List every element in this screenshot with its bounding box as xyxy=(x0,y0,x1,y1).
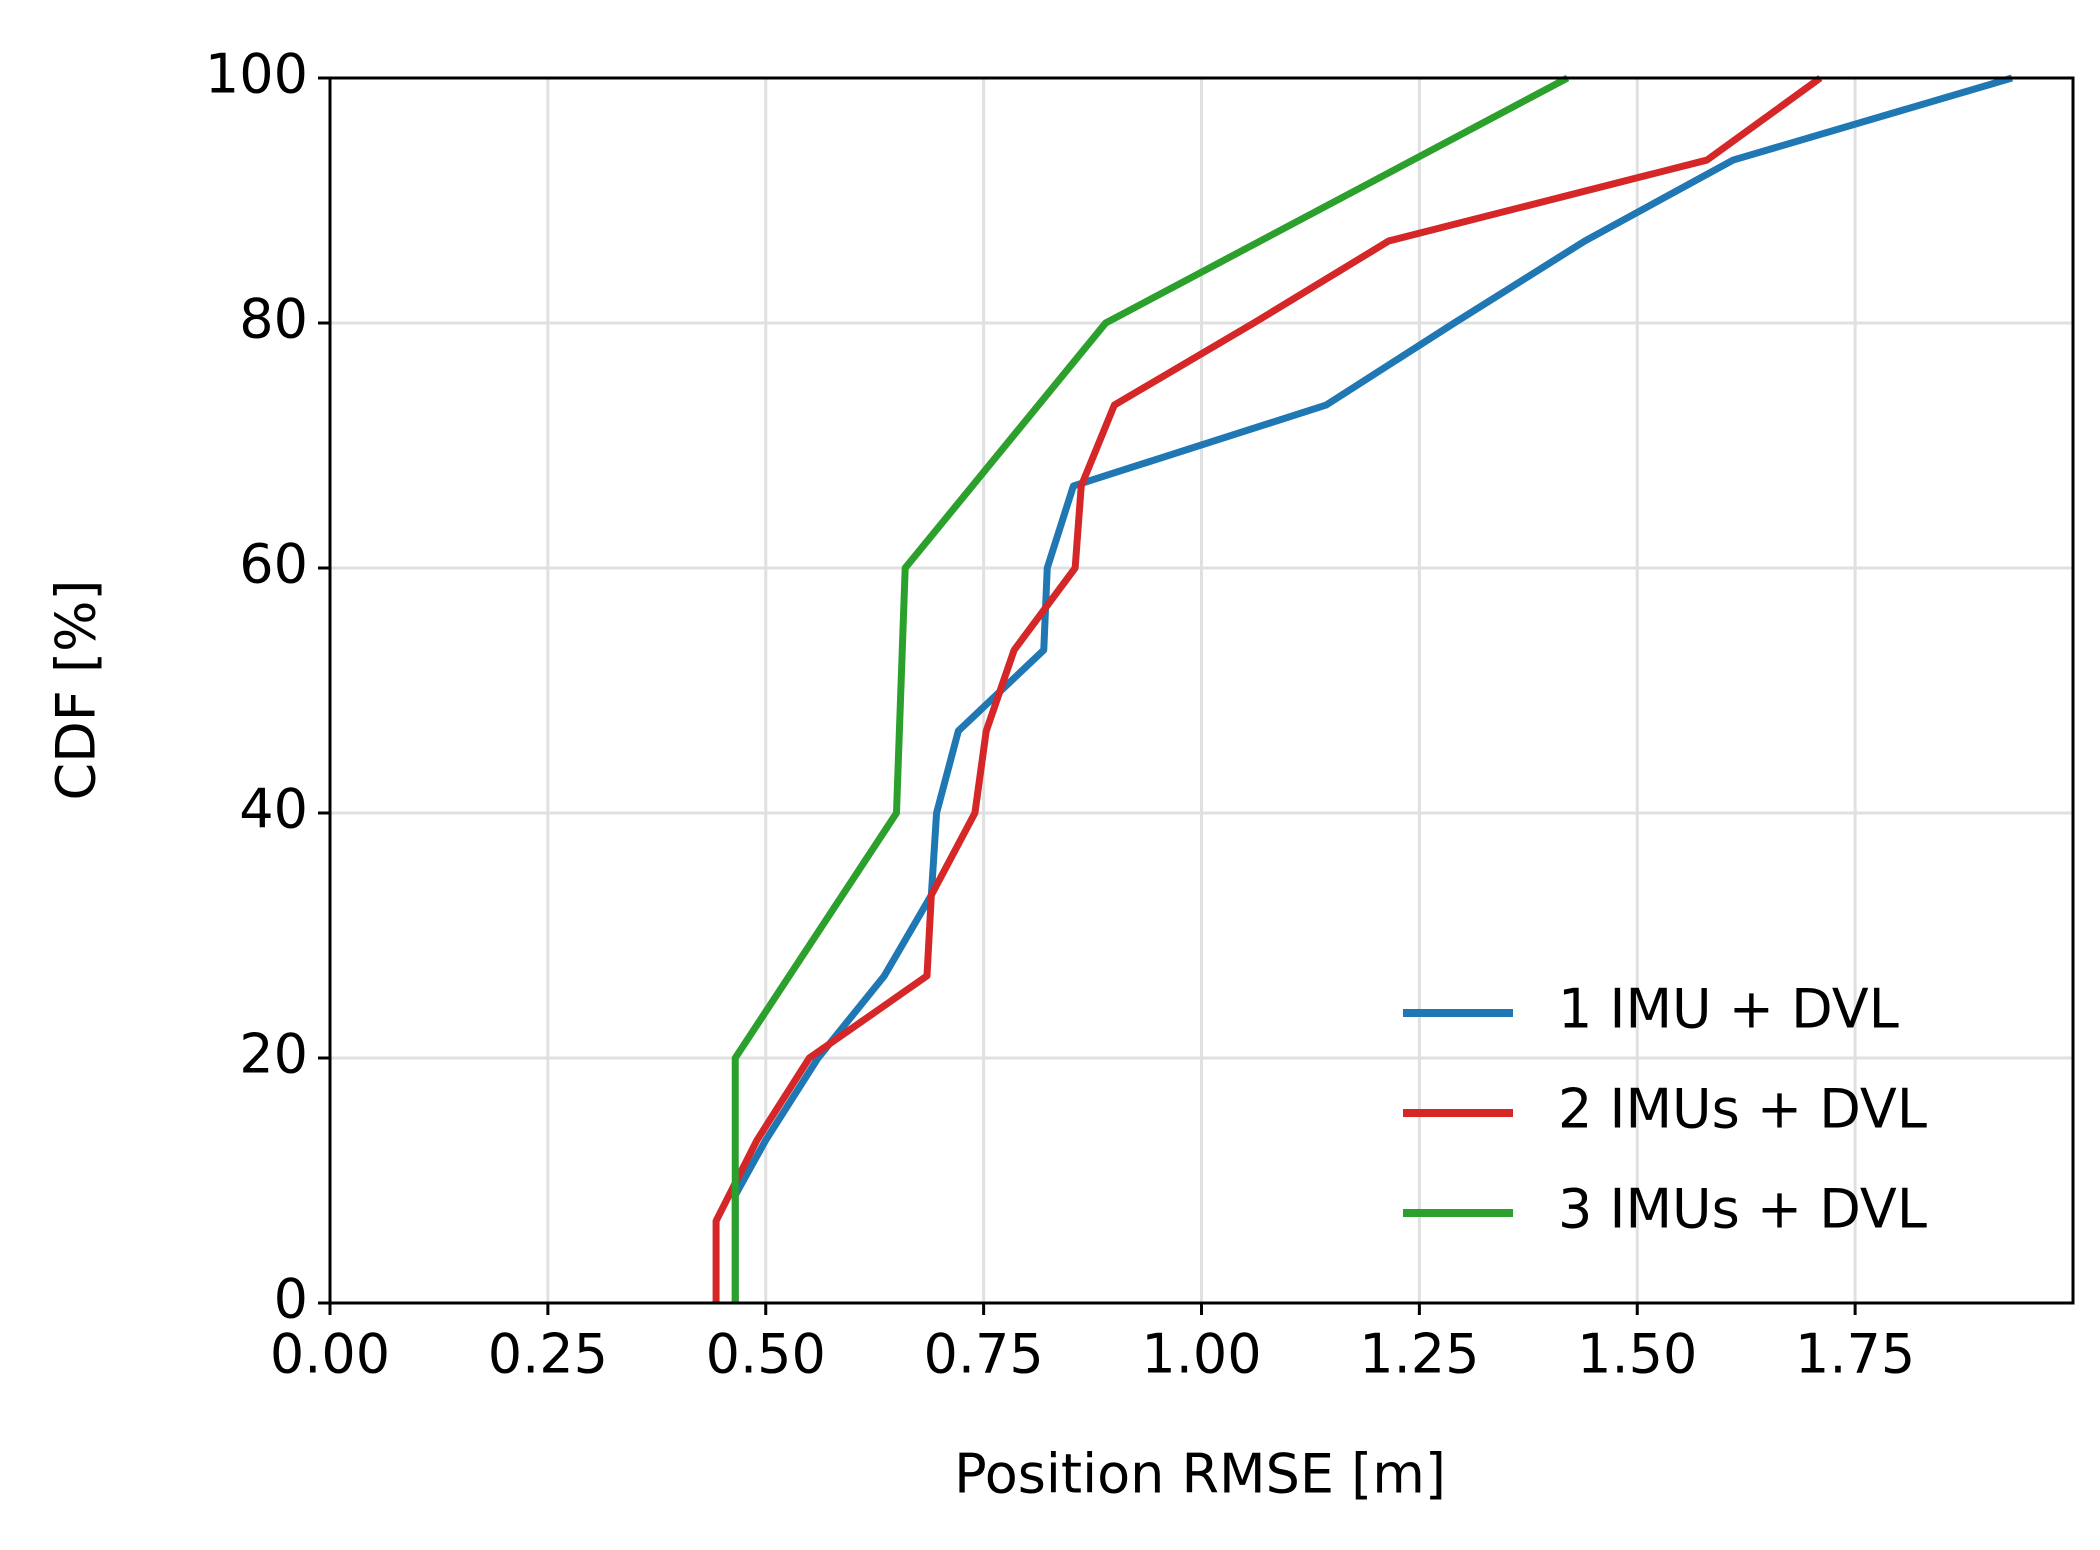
y-tick-label: 60 xyxy=(239,533,308,596)
line-series xyxy=(712,75,1823,1303)
y-tick-label: 100 xyxy=(205,43,308,106)
x-tick-label: 1.50 xyxy=(1577,1323,1697,1386)
x-tick-label: 1.75 xyxy=(1795,1323,1915,1386)
y-tick-label: 40 xyxy=(239,778,308,841)
x-tick-label: 1.00 xyxy=(1141,1323,1261,1386)
x-axis-label: Position RMSE [m] xyxy=(954,1443,1446,1506)
x-tick-label: 0.75 xyxy=(924,1323,1044,1386)
y-axis-label: CDF [%] xyxy=(45,580,108,801)
line-series xyxy=(731,74,1570,1303)
y-tick-label: 80 xyxy=(239,288,308,351)
x-tick-label: 0.25 xyxy=(488,1323,608,1386)
x-tick-label: 0.00 xyxy=(270,1323,390,1386)
legend-label: 1 IMU + DVL xyxy=(1558,978,1899,1041)
y-tick-label: 0 xyxy=(274,1268,308,1331)
x-tick-label: 0.50 xyxy=(706,1323,826,1386)
legend-label: 3 IMUs + DVL xyxy=(1558,1178,1927,1241)
x-tick-label: 1.25 xyxy=(1359,1323,1479,1386)
y-tick-label: 20 xyxy=(239,1023,308,1086)
plot-frame xyxy=(328,76,2075,1305)
legend-label: 2 IMUs + DVL xyxy=(1558,1078,1927,1141)
